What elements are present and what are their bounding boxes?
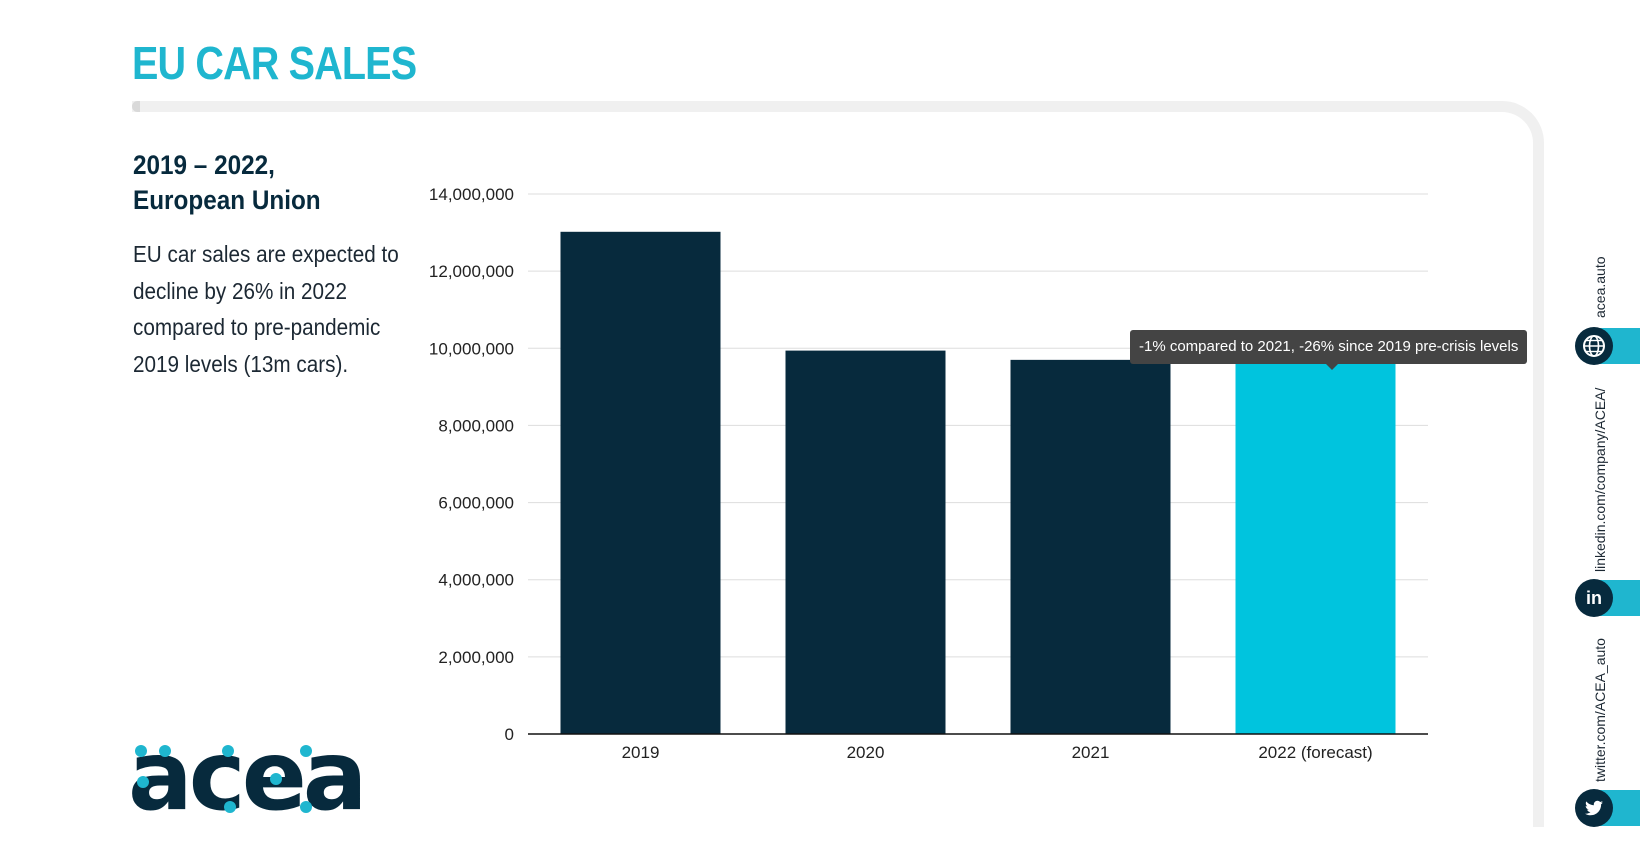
chart-annotation-arrow <box>1326 364 1338 370</box>
y-tick-label: 12,000,000 <box>430 262 514 281</box>
twitter-link[interactable]: twitter.com/ACEA_auto <box>1592 638 1608 782</box>
y-tick-label: 14,000,000 <box>430 185 514 204</box>
chart-description: EU car sales are expected to decline by … <box>133 241 399 377</box>
y-tick-label: 2,000,000 <box>438 648 514 667</box>
x-tick-label: 2022 (forecast) <box>1258 743 1372 762</box>
acea-logo-mark: acea <box>128 720 368 832</box>
bar <box>1010 359 1171 734</box>
logo-text: acea <box>128 737 364 827</box>
frame-line <box>132 101 1544 827</box>
x-tick-label: 2019 <box>622 743 660 762</box>
website-link[interactable]: acea.auto <box>1592 256 1608 319</box>
acea-logo: acea <box>128 720 368 832</box>
bar <box>1235 363 1396 734</box>
bar <box>785 350 946 734</box>
linkedin-link[interactable]: linkedin.com/company/ACEA/ <box>1592 387 1608 572</box>
page-title: EU CAR SALES <box>132 37 417 89</box>
subtitle-line-2: European Union <box>133 185 321 215</box>
chart-subtitle: 2019 – 2022, European Union <box>133 148 321 218</box>
x-tick-label: 2021 <box>1072 743 1110 762</box>
y-tick-label: 8,000,000 <box>438 416 514 435</box>
y-tick-label: 10,000,000 <box>430 339 514 358</box>
y-tick-label: 6,000,000 <box>438 494 514 513</box>
linkedin-icon[interactable]: in <box>1575 579 1613 617</box>
twitter-icon[interactable] <box>1575 789 1613 827</box>
subtitle-line-1: 2019 – 2022, <box>133 150 275 180</box>
globe-icon[interactable] <box>1575 327 1613 365</box>
bar-chart: 0 2,000,000 4,000,000 6,000,000 8,000,000 10,… <box>430 170 1510 810</box>
bar-chart-svg: 0 2,000,000 4,000,000 6,000,000 8,000,000 10,… <box>430 185 1428 762</box>
bar <box>560 231 721 735</box>
chart-annotation: -1% compared to 2021, -26% since 2019 pr… <box>1130 330 1528 364</box>
y-tick-label: 0 <box>505 725 514 744</box>
frame-cap <box>132 101 140 112</box>
y-tick-label: 4,000,000 <box>438 571 514 590</box>
x-tick-label: 2020 <box>847 743 885 762</box>
